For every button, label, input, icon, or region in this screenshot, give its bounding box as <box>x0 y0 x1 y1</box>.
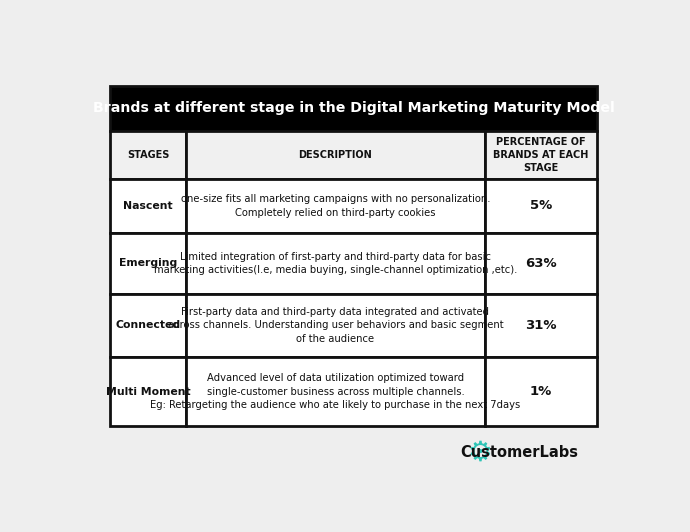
Bar <box>110 131 186 179</box>
Text: Connected: Connected <box>115 320 181 330</box>
Text: CustomerLabs: CustomerLabs <box>460 445 578 460</box>
Text: ⚙: ⚙ <box>467 438 492 467</box>
Text: PERCENTAGE OF
BRANDS AT EACH
STAGE: PERCENTAGE OF BRANDS AT EACH STAGE <box>493 137 589 173</box>
Text: Multi Moment: Multi Moment <box>106 387 190 396</box>
Text: DESCRIPTION: DESCRIPTION <box>299 150 372 160</box>
Text: Nascent: Nascent <box>124 201 172 211</box>
Bar <box>186 357 485 426</box>
Bar <box>110 294 186 357</box>
Text: 31%: 31% <box>525 319 557 332</box>
Text: Advanced level of data utilization optimized toward
single-customer business acr: Advanced level of data utilization optim… <box>150 373 520 410</box>
Text: Limited integration of first-party and third-party data for basic
marketing acti: Limited integration of first-party and t… <box>154 252 517 275</box>
Bar <box>485 357 597 426</box>
Bar <box>485 233 597 294</box>
Text: one-size fits all marketing campaigns with no personalization.
Completely relied: one-size fits all marketing campaigns wi… <box>181 194 490 218</box>
Text: STAGES: STAGES <box>127 150 169 160</box>
Bar <box>485 294 597 357</box>
Bar <box>186 294 485 357</box>
Text: 63%: 63% <box>525 257 557 270</box>
Bar <box>110 179 186 233</box>
Bar <box>110 357 186 426</box>
Bar <box>110 86 597 131</box>
Text: Emerging: Emerging <box>119 259 177 268</box>
Bar <box>485 131 597 179</box>
Text: 5%: 5% <box>530 200 552 212</box>
Bar <box>110 233 186 294</box>
Bar <box>186 131 485 179</box>
Text: 1%: 1% <box>530 385 552 398</box>
Bar <box>186 233 485 294</box>
Text: Brands at different stage in the Digital Marketing Maturity Model: Brands at different stage in the Digital… <box>92 102 615 115</box>
Bar <box>186 179 485 233</box>
Bar <box>485 179 597 233</box>
Text: First-party data and third-party data integrated and activated
across channels. : First-party data and third-party data in… <box>168 307 503 344</box>
